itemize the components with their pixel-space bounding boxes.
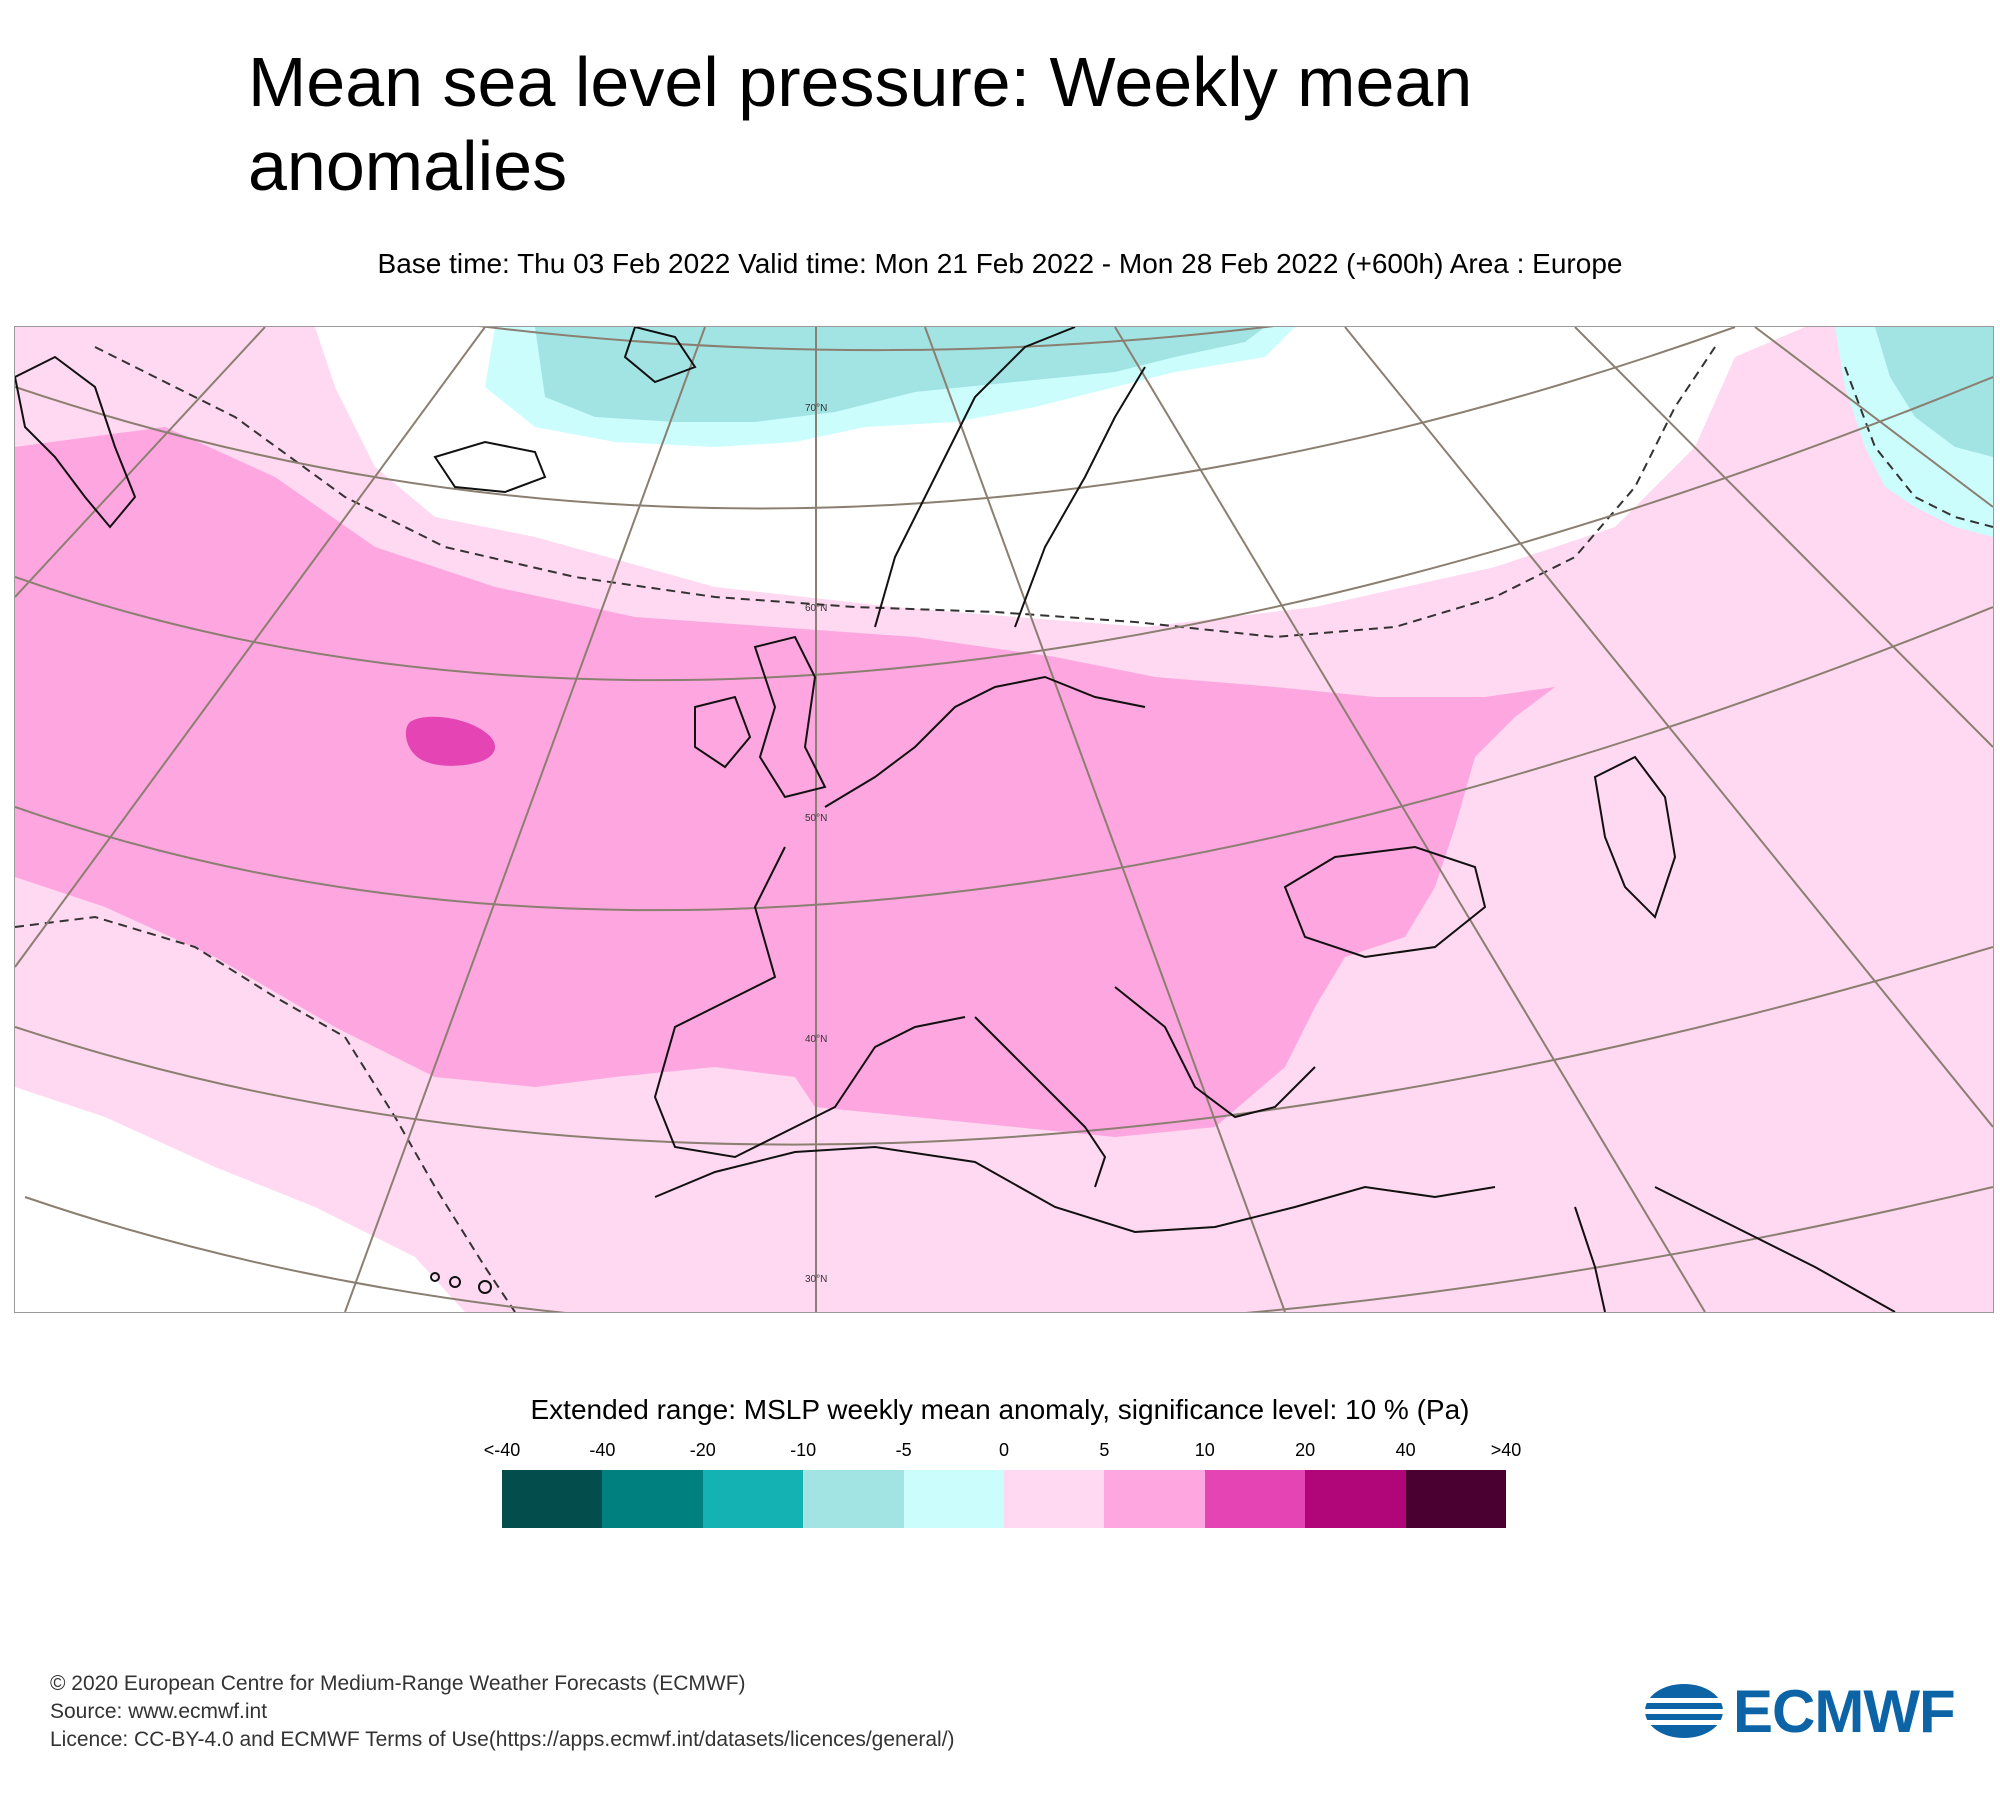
licence-text: Licence: CC-BY-4.0 and ECMWF Terms of Us… [50,1726,955,1754]
legend-swatch [1406,1470,1506,1528]
lat-label-30: 30°N [805,1274,827,1285]
legend-label: 5 [1064,1440,1144,1461]
chart-subtitle: Base time: Thu 03 Feb 2022 Valid time: M… [0,248,2000,280]
legend-label: -5 [864,1440,944,1461]
source-text: Source: www.ecmwf.int [50,1698,955,1726]
chart-title: Mean sea level pressure: Weekly mean ano… [248,40,1648,208]
map-canvas: 70°N 60°N 50°N 40°N 30°N [15,327,1993,1312]
copyright-text: © 2020 European Centre for Medium-Range … [50,1670,955,1698]
legend-swatch [502,1470,602,1528]
legend-swatch [1104,1470,1204,1528]
legend-label: -20 [663,1440,743,1461]
legend-label: <-40 [462,1440,542,1461]
legend-swatch [1004,1470,1104,1528]
legend-label: -10 [763,1440,843,1461]
lat-label-40: 40°N [805,1034,827,1045]
ecmwf-logo: ECMWF [1643,1680,1963,1742]
legend-swatch [1205,1470,1305,1528]
legend-swatch [1305,1470,1405,1528]
legend-label: 20 [1265,1440,1345,1461]
legend-label: >40 [1466,1440,1546,1461]
legend-label: 0 [964,1440,1044,1461]
legend-title: Extended range: MSLP weekly mean anomaly… [0,1394,2000,1426]
footer: © 2020 European Centre for Medium-Range … [50,1670,955,1754]
map-panel[interactable]: 70°N 60°N 50°N 40°N 30°N [14,326,1994,1313]
lat-label-60: 60°N [805,603,827,614]
legend-colorbar [502,1470,1506,1528]
legend-swatch [602,1470,702,1528]
legend-label: 40 [1366,1440,1446,1461]
ecmwf-logo-text: ECMWF [1733,1677,1955,1746]
legend-label: 10 [1165,1440,1245,1461]
lat-label-70: 70°N [805,403,827,414]
legend-label: -40 [562,1440,642,1461]
legend-swatch [703,1470,803,1528]
lat-label-50: 50°N [805,813,827,824]
legend-swatch [803,1470,903,1528]
ecmwf-logo-icon [1643,1682,1725,1740]
legend-labels: <-40 -40 -20 -10 -5 0 5 10 20 40 >40 [0,1440,2000,1470]
legend-swatch [904,1470,1004,1528]
